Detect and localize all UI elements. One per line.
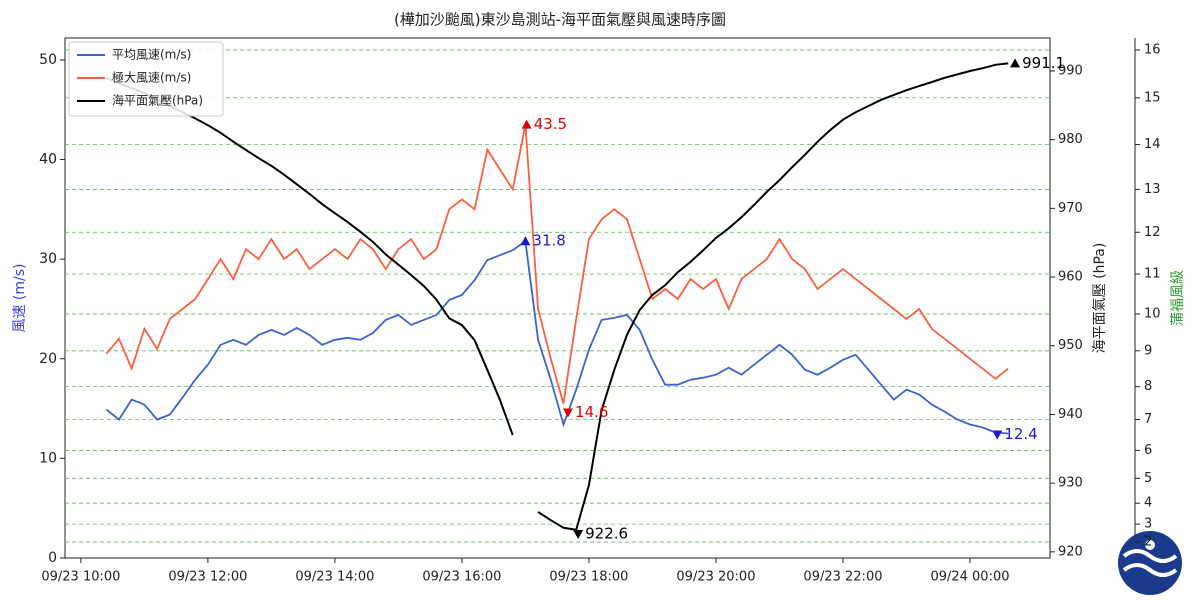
y3-tick-label: 14: [1144, 137, 1161, 152]
annotation-label: 31.8: [532, 232, 565, 250]
legend-box: [68, 41, 224, 117]
y3-tick-label: 7: [1144, 412, 1152, 427]
y3-tick-label: 9: [1144, 343, 1152, 358]
y2-tick-label: 920: [1058, 544, 1083, 559]
x-tick-label: 09/23 22:00: [803, 570, 882, 585]
y-tick-label: 40: [39, 152, 57, 168]
annotation-label: 43.5: [534, 115, 567, 133]
annotation-label: 991.1: [1022, 54, 1065, 72]
series-line: [105, 124, 1009, 404]
y3-tick-label: 12: [1144, 225, 1161, 240]
x-tick-label: 09/23 12:00: [168, 570, 247, 585]
y3-tick-label: 10: [1144, 306, 1161, 321]
legend-label: 平均風速(m/s): [112, 48, 191, 62]
y-tick-label: 20: [39, 351, 57, 367]
x-tick-label: 09/24 00:00: [930, 570, 1009, 585]
annotation-marker: [520, 236, 531, 246]
y3-tick-label: 8: [1144, 379, 1152, 394]
annotation-marker: [521, 119, 532, 129]
y2-tick-label: 960: [1058, 270, 1083, 285]
x-tick-label: 09/23 14:00: [295, 570, 374, 585]
y3-tick-label: 11: [1144, 267, 1161, 282]
y3-tick-label: 16: [1144, 42, 1161, 57]
annotation-marker: [573, 529, 584, 539]
annotation-label: 922.6: [585, 524, 628, 542]
y2-tick-label: 970: [1058, 201, 1083, 216]
y3-tick-label: 13: [1144, 182, 1161, 197]
x-tick-label: 09/23 20:00: [676, 570, 755, 585]
annotation-marker: [562, 408, 573, 418]
y-tick-label: 10: [39, 450, 57, 466]
y2-axis-label: 海平面氣壓 (hPa): [1092, 243, 1108, 354]
y3-tick-label: 6: [1144, 443, 1152, 458]
annotation-marker: [1010, 58, 1021, 68]
annotation-label: 12.4: [1004, 425, 1037, 443]
y3-tick-label: 5: [1144, 471, 1152, 486]
y2-tick-label: 980: [1058, 132, 1083, 147]
y-axis-label: 風速 (m/s): [12, 263, 28, 332]
chart-title: (樺加沙颱風)東沙島測站-海平面氣壓與風速時序圖: [394, 11, 726, 29]
logo: [1118, 531, 1182, 595]
y3-tick-label: 2: [1144, 535, 1152, 550]
y2-tick-label: 930: [1058, 476, 1083, 491]
y3-tick-label: 3: [1144, 517, 1152, 532]
y-tick-label: 30: [39, 251, 57, 267]
y2-tick-label: 990: [1058, 63, 1083, 78]
x-tick-label: 09/23 16:00: [422, 570, 501, 585]
y3-tick-label: 15: [1144, 90, 1161, 105]
y2-tick-label: 950: [1058, 338, 1083, 353]
y2-tick-label: 940: [1058, 407, 1083, 422]
annotation-marker: [992, 430, 1003, 440]
annotation-label: 14.6: [575, 403, 608, 421]
plot-frame: [64, 37, 1051, 559]
series-line: [105, 239, 1009, 435]
y3-axis-label: 蒲福風級: [1170, 270, 1186, 326]
y-tick-label: 0: [48, 550, 57, 566]
legend-label: 海平面氣壓(hPa): [112, 93, 203, 108]
x-tick-label: 09/23 18:00: [549, 570, 628, 585]
y3-tick-label: 4: [1144, 496, 1152, 511]
legend-label: 極大風速(m/s): [112, 70, 191, 85]
series-line: [537, 62, 1009, 531]
series-line: [105, 76, 514, 436]
x-tick-label: 09/23 10:00: [41, 570, 120, 585]
y-tick-label: 50: [39, 52, 57, 68]
